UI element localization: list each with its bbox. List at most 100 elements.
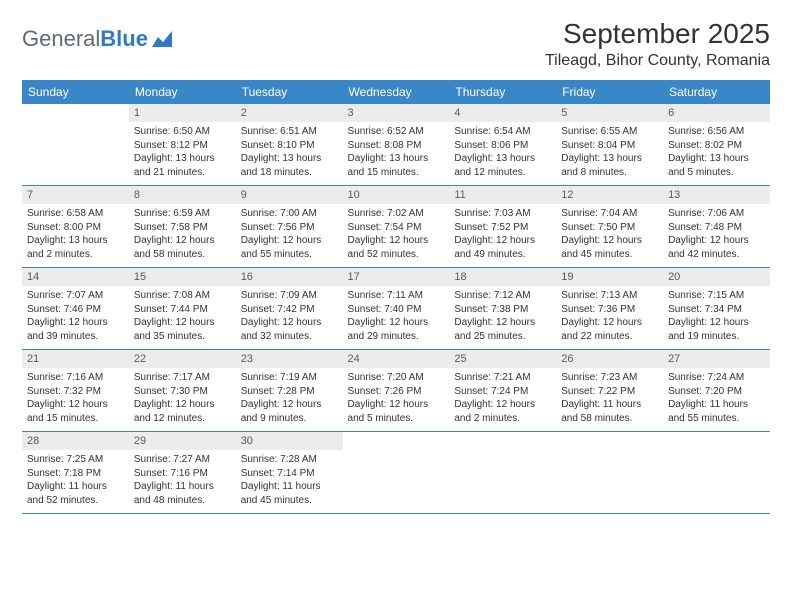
calendar-table: Sunday Monday Tuesday Wednesday Thursday… — [22, 80, 770, 514]
day-details: Sunrise: 6:55 AMSunset: 8:04 PMDaylight:… — [556, 122, 663, 185]
calendar-cell — [22, 104, 129, 186]
calendar-cell — [343, 432, 450, 514]
detail-line: and 21 minutes. — [134, 166, 231, 180]
detail-line: Sunset: 7:20 PM — [668, 385, 765, 399]
col-thursday: Thursday — [449, 80, 556, 104]
calendar-cell: 14Sunrise: 7:07 AMSunset: 7:46 PMDayligh… — [22, 268, 129, 350]
day-number: 30 — [236, 432, 343, 450]
calendar-cell: 10Sunrise: 7:02 AMSunset: 7:54 PMDayligh… — [343, 186, 450, 268]
detail-line: Daylight: 12 hours — [668, 234, 765, 248]
col-wednesday: Wednesday — [343, 80, 450, 104]
detail-line: Sunrise: 6:51 AM — [241, 125, 338, 139]
day-number: 5 — [556, 104, 663, 122]
detail-line: Daylight: 13 hours — [454, 152, 551, 166]
day-number: 18 — [449, 268, 556, 286]
calendar-cell: 11Sunrise: 7:03 AMSunset: 7:52 PMDayligh… — [449, 186, 556, 268]
detail-line: and 45 minutes. — [241, 494, 338, 508]
calendar-cell: 23Sunrise: 7:19 AMSunset: 7:28 PMDayligh… — [236, 350, 343, 432]
detail-line: and 25 minutes. — [454, 330, 551, 344]
page-title: September 2025 — [545, 18, 770, 50]
calendar-cell: 16Sunrise: 7:09 AMSunset: 7:42 PMDayligh… — [236, 268, 343, 350]
detail-line: Sunrise: 7:04 AM — [561, 207, 658, 221]
calendar-row: 21Sunrise: 7:16 AMSunset: 7:32 PMDayligh… — [22, 350, 770, 432]
calendar-row: 1Sunrise: 6:50 AMSunset: 8:12 PMDaylight… — [22, 104, 770, 186]
calendar-cell: 26Sunrise: 7:23 AMSunset: 7:22 PMDayligh… — [556, 350, 663, 432]
detail-line: Sunset: 7:36 PM — [561, 303, 658, 317]
calendar-cell: 1Sunrise: 6:50 AMSunset: 8:12 PMDaylight… — [129, 104, 236, 186]
detail-line: Daylight: 11 hours — [27, 480, 124, 494]
day-details: Sunrise: 7:07 AMSunset: 7:46 PMDaylight:… — [22, 286, 129, 349]
detail-line: Sunset: 7:14 PM — [241, 467, 338, 481]
col-sunday: Sunday — [22, 80, 129, 104]
calendar-cell: 9Sunrise: 7:00 AMSunset: 7:56 PMDaylight… — [236, 186, 343, 268]
calendar-cell: 24Sunrise: 7:20 AMSunset: 7:26 PMDayligh… — [343, 350, 450, 432]
day-number: 13 — [663, 186, 770, 204]
detail-line: Sunrise: 7:15 AM — [668, 289, 765, 303]
day-number: 14 — [22, 268, 129, 286]
detail-line: and 58 minutes. — [561, 412, 658, 426]
day-number: 1 — [129, 104, 236, 122]
location-subtitle: Tileagd, Bihor County, Romania — [545, 52, 770, 70]
detail-line: Sunrise: 7:21 AM — [454, 371, 551, 385]
day-number: 23 — [236, 350, 343, 368]
day-number: 7 — [22, 186, 129, 204]
day-details: Sunrise: 7:24 AMSunset: 7:20 PMDaylight:… — [663, 368, 770, 431]
detail-line: Sunset: 8:10 PM — [241, 139, 338, 153]
calendar-cell: 3Sunrise: 6:52 AMSunset: 8:08 PMDaylight… — [343, 104, 450, 186]
detail-line: Sunset: 7:40 PM — [348, 303, 445, 317]
day-details: Sunrise: 7:02 AMSunset: 7:54 PMDaylight:… — [343, 204, 450, 267]
day-number: 24 — [343, 350, 450, 368]
calendar-cell: 21Sunrise: 7:16 AMSunset: 7:32 PMDayligh… — [22, 350, 129, 432]
detail-line: Sunset: 7:26 PM — [348, 385, 445, 399]
day-details: Sunrise: 7:09 AMSunset: 7:42 PMDaylight:… — [236, 286, 343, 349]
brand-name: GeneralBlue — [22, 26, 148, 52]
calendar-cell: 30Sunrise: 7:28 AMSunset: 7:14 PMDayligh… — [236, 432, 343, 514]
detail-line: Sunset: 8:02 PM — [668, 139, 765, 153]
detail-line: and 19 minutes. — [668, 330, 765, 344]
detail-line: and 12 minutes. — [134, 412, 231, 426]
detail-line: Sunset: 8:04 PM — [561, 139, 658, 153]
day-number: 2 — [236, 104, 343, 122]
calendar-row: 14Sunrise: 7:07 AMSunset: 7:46 PMDayligh… — [22, 268, 770, 350]
detail-line: and 48 minutes. — [134, 494, 231, 508]
detail-line: Daylight: 13 hours — [134, 152, 231, 166]
detail-line: and 22 minutes. — [561, 330, 658, 344]
detail-line: and 12 minutes. — [454, 166, 551, 180]
detail-line: and 15 minutes. — [27, 412, 124, 426]
detail-line: Sunset: 7:56 PM — [241, 221, 338, 235]
detail-line: Sunrise: 7:19 AM — [241, 371, 338, 385]
day-details: Sunrise: 7:03 AMSunset: 7:52 PMDaylight:… — [449, 204, 556, 267]
detail-line: and 5 minutes. — [348, 412, 445, 426]
detail-line: Sunrise: 7:27 AM — [134, 453, 231, 467]
detail-line: and 42 minutes. — [668, 248, 765, 262]
day-number: 4 — [449, 104, 556, 122]
detail-line: Sunrise: 6:54 AM — [454, 125, 551, 139]
day-number: 8 — [129, 186, 236, 204]
day-details: Sunrise: 7:20 AMSunset: 7:26 PMDaylight:… — [343, 368, 450, 431]
detail-line: Sunrise: 6:55 AM — [561, 125, 658, 139]
calendar-cell: 29Sunrise: 7:27 AMSunset: 7:16 PMDayligh… — [129, 432, 236, 514]
calendar-cell: 17Sunrise: 7:11 AMSunset: 7:40 PMDayligh… — [343, 268, 450, 350]
detail-line: Sunset: 7:50 PM — [561, 221, 658, 235]
detail-line: and 35 minutes. — [134, 330, 231, 344]
detail-line: and 15 minutes. — [348, 166, 445, 180]
detail-line: and 29 minutes. — [348, 330, 445, 344]
calendar-cell: 5Sunrise: 6:55 AMSunset: 8:04 PMDaylight… — [556, 104, 663, 186]
detail-line: Sunset: 7:52 PM — [454, 221, 551, 235]
day-details: Sunrise: 6:54 AMSunset: 8:06 PMDaylight:… — [449, 122, 556, 185]
detail-line: Daylight: 11 hours — [668, 398, 765, 412]
day-number: 29 — [129, 432, 236, 450]
calendar-cell: 13Sunrise: 7:06 AMSunset: 7:48 PMDayligh… — [663, 186, 770, 268]
calendar-row: 7Sunrise: 6:58 AMSunset: 8:00 PMDaylight… — [22, 186, 770, 268]
detail-line: Sunset: 7:58 PM — [134, 221, 231, 235]
detail-line: and 2 minutes. — [27, 248, 124, 262]
detail-line: Sunrise: 6:50 AM — [134, 125, 231, 139]
day-number: 15 — [129, 268, 236, 286]
col-monday: Monday — [129, 80, 236, 104]
calendar-cell: 18Sunrise: 7:12 AMSunset: 7:38 PMDayligh… — [449, 268, 556, 350]
detail-line: Sunrise: 7:06 AM — [668, 207, 765, 221]
day-number: 10 — [343, 186, 450, 204]
day-number: 19 — [556, 268, 663, 286]
detail-line: Sunrise: 7:13 AM — [561, 289, 658, 303]
detail-line: Sunset: 7:22 PM — [561, 385, 658, 399]
